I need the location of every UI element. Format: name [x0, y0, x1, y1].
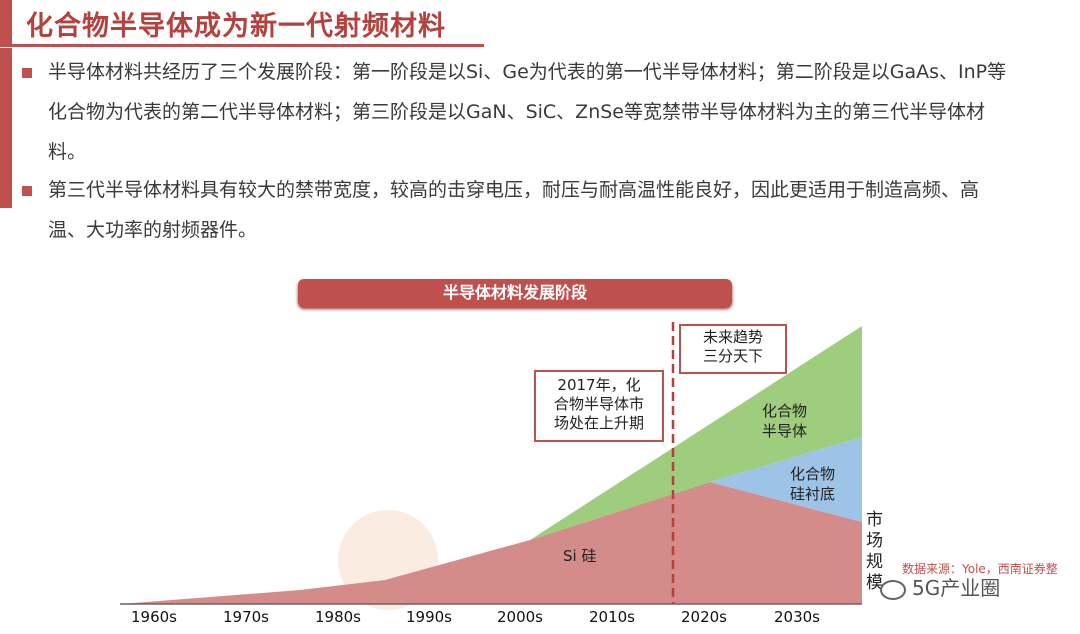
title-bar: 化合物半导体成为新一代射频材料 — [0, 0, 1080, 48]
area-si — [120, 482, 862, 604]
x-tick-label: 1990s — [406, 608, 452, 626]
bullet-text-2: 第三代半导体材料具有较大的禁带宽度，较高的击穿电压，耐压与耐高温性能良好，因此更… — [48, 179, 980, 241]
side-accent-bar — [0, 48, 12, 208]
bullet-text-1: 半导体材料共经历了三个发展阶段：第一阶段是以Si、Ge为代表的第一代半导体材料；… — [48, 61, 1007, 163]
data-source: 数据来源：Yole，西南证券整 — [902, 562, 1058, 576]
y-axis-label-char: 规 — [866, 552, 883, 572]
watermark: 5G产业圈 — [880, 572, 1000, 601]
area-label-compound: 化合物 半导体 — [762, 401, 807, 441]
area-label-compound-line-1: 化合物 — [762, 402, 808, 420]
bullet-square-icon — [22, 68, 32, 78]
bullet-item-2: 第三代半导体材料具有较大的禁带宽度，较高的击穿电压，耐压与耐高温性能良好，因此更… — [22, 170, 1022, 250]
area-label-si: Si 硅 — [563, 547, 597, 565]
x-tick-label: 1980s — [315, 608, 361, 626]
watermark-text: 5G产业圈 — [912, 576, 1001, 600]
bullet-square-icon — [22, 186, 32, 196]
area-compound-si — [710, 437, 862, 522]
annotation-future-line-2: 三分天下 — [702, 347, 763, 365]
y-axis-label-char: 场 — [866, 531, 883, 551]
y-axis-label: 市 场 规 模 — [866, 510, 886, 594]
annotation-future-line-1: 未来趋势 — [702, 328, 763, 346]
y-axis-label-char: 市 — [866, 510, 883, 530]
wechat-icon — [880, 579, 906, 600]
area-label-compound-line-2: 半导体 — [762, 422, 808, 440]
title-underline — [0, 44, 484, 47]
x-tick-label: 2000s — [497, 608, 543, 626]
area-label-compound-si-line-1: 化合物 — [790, 465, 836, 483]
x-tick-label: 2020s — [681, 608, 727, 626]
bullet-item-1: 半导体材料共经历了三个发展阶段：第一阶段是以Si、Ge为代表的第一代半导体材料；… — [22, 52, 1022, 172]
title-accent-bar — [0, 0, 12, 46]
chart-title: 半导体材料发展阶段 — [298, 279, 732, 307]
x-tick-label: 2010s — [589, 608, 635, 626]
page-title: 化合物半导体成为新一代射频材料 — [26, 11, 446, 42]
y-axis-label-char: 模 — [866, 573, 883, 593]
annotation-2017-line-3: 场处在上升期 — [553, 414, 644, 432]
annotation-2017-line-2: 合物半导体市 — [553, 395, 644, 413]
x-tick-label: 1970s — [223, 608, 269, 626]
area-label-compound-si: 化合物 硅衬底 — [790, 464, 835, 504]
annotation-2017: 2017年，化 合物半导体市 场处在上升期 — [534, 370, 664, 442]
x-tick-label: 2030s — [774, 608, 820, 626]
x-tick-label: 1960s — [131, 608, 177, 626]
area-label-compound-si-line-2: 硅衬底 — [790, 485, 836, 503]
annotation-2017-line-1: 2017年，化 — [557, 376, 641, 394]
area-compound — [530, 326, 862, 540]
annotation-future: 未来趋势 三分天下 — [679, 324, 787, 374]
